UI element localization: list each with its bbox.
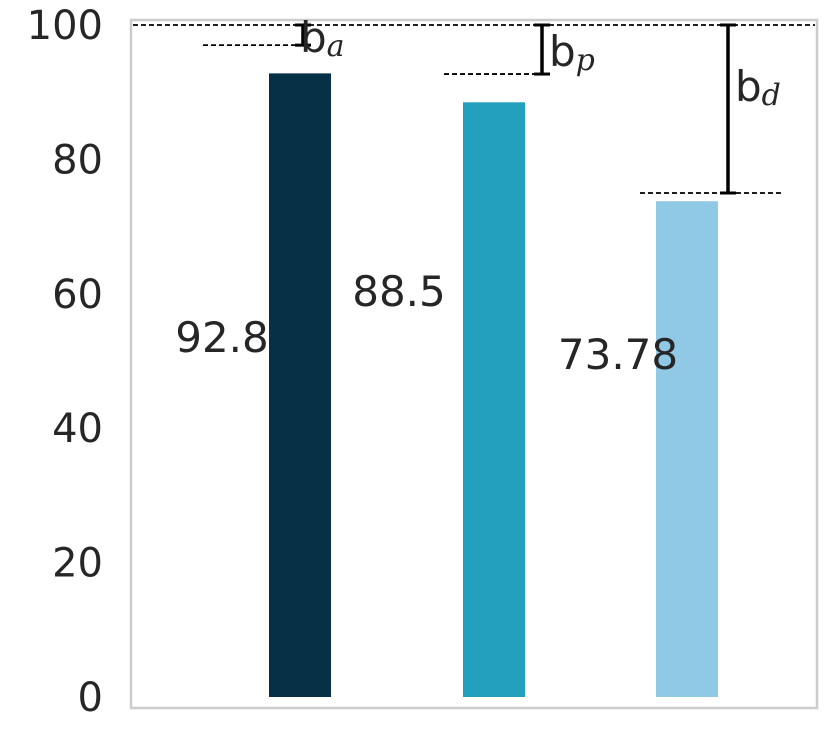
- annotation-label-p: bp: [549, 27, 595, 78]
- value-label-1: 92.8: [175, 313, 269, 362]
- y-axis: 0 20 40 60 80 100: [27, 3, 103, 721]
- annotation-label-d: bd: [735, 62, 781, 113]
- value-label-3: 73.78: [558, 330, 678, 379]
- y-tick-label-80: 80: [52, 137, 103, 183]
- bar-1: [269, 73, 331, 697]
- y-tick-label-20: 20: [52, 541, 103, 587]
- gap-annotations: ba bp bd: [203, 13, 782, 195]
- annotation-label-a: ba: [300, 13, 345, 64]
- y-tick-label-60: 60: [52, 272, 103, 318]
- bar-2: [463, 102, 525, 697]
- bar-3: [656, 201, 718, 697]
- y-tick-label-40: 40: [52, 406, 103, 452]
- y-tick-label-100: 100: [27, 3, 103, 49]
- value-labels: 92.8 88.5 73.78: [175, 267, 678, 379]
- bars: [269, 73, 718, 697]
- value-label-2: 88.5: [352, 267, 446, 316]
- y-tick-label-0: 0: [78, 675, 103, 721]
